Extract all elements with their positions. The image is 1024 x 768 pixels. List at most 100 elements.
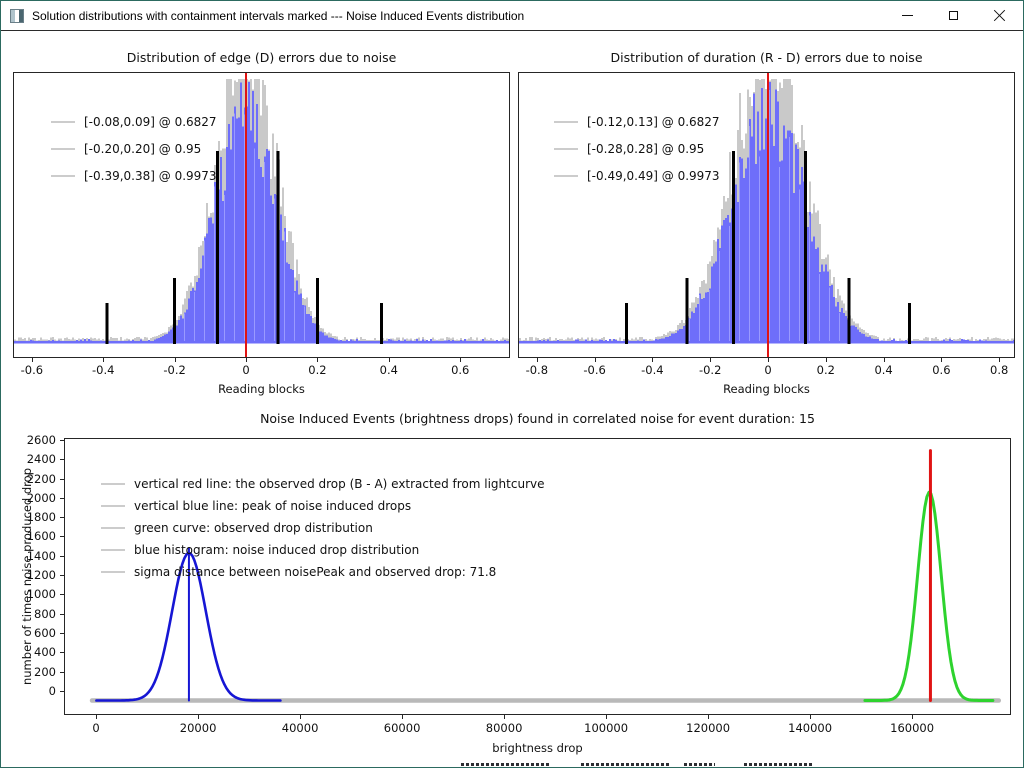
legend-line-swatch (101, 549, 125, 551)
legend-label: green curve: observed drop distribution (134, 521, 373, 535)
x-axis-label: Reading blocks (218, 382, 305, 396)
x-tick-mark (504, 715, 506, 719)
noise-induced-events-plot: Noise Induced Events (brightness drops) … (20, 411, 1011, 755)
x-tick-label: -0.2 (163, 363, 186, 377)
legend-line-swatch (101, 571, 125, 573)
x-tick-label: 0.4 (874, 363, 893, 377)
matplotlib-figure-icon (10, 8, 24, 23)
legend: [-0.12,0.13] @ 0.6827 [-0.28,0.28] @ 0.95… (554, 108, 720, 189)
curves-canvas (89, 449, 1002, 703)
histogram-canvas (519, 73, 1014, 357)
x-tick-label: 100000 (584, 721, 629, 735)
x-tick-mark (96, 715, 98, 719)
x-tick-label: -0.8 (525, 363, 549, 377)
x-tick-mark (883, 358, 885, 362)
x-tick-label: 0 (764, 363, 772, 377)
legend-line-swatch (101, 505, 125, 507)
y-tick-mark (60, 632, 64, 634)
x-tick-label: 0.2 (816, 363, 835, 377)
x-tick-label: 0.8 (990, 363, 1009, 377)
x-tick-mark (810, 715, 812, 719)
legend-item: [-0.12,0.13] @ 0.6827 (554, 108, 720, 135)
x-tick-label: 120000 (686, 721, 731, 735)
close-button[interactable] (976, 1, 1022, 30)
legend-item: vertical blue line: peak of noise induce… (101, 495, 544, 517)
x-tick-label: 40000 (281, 721, 319, 735)
edge-errors-plot: Distribution of edge (D) errors due to n… (13, 50, 510, 396)
legend-label: vertical blue line: peak of noise induce… (134, 499, 412, 513)
plot-axes[interactable] (518, 72, 1015, 358)
plot-axes[interactable] (13, 72, 510, 358)
x-tick-label: -0.4 (641, 363, 664, 377)
x-tick-label: 140000 (788, 721, 833, 735)
y-tick-label: 0 (48, 683, 56, 698)
legend-item: [-0.39,0.38] @ 0.9973 (51, 162, 217, 189)
x-tick-mark (388, 358, 390, 362)
x-tick-mark (300, 715, 302, 719)
legend-label: blue histogram: noise induced drop distr… (134, 543, 420, 557)
x-tick-label: 0.2 (308, 363, 327, 377)
plot-title: Distribution of duration (R - D) errors … (610, 50, 923, 65)
y-tick-mark (60, 652, 64, 654)
x-tick-label: -0.4 (92, 363, 115, 377)
y-tick-label: 400 (34, 645, 56, 660)
x-tick-mark (912, 715, 914, 719)
x-tick-mark (708, 715, 710, 719)
legend-item: [-0.28,0.28] @ 0.95 (554, 135, 720, 162)
legend-item: [-0.08,0.09] @ 0.6827 (51, 108, 217, 135)
y-tick-mark (60, 497, 64, 499)
x-tick-label: 0.6 (451, 363, 470, 377)
titlebar: Solution distributions with containment … (1, 1, 1023, 31)
legend-item: [-0.49,0.49] @ 0.9973 (554, 162, 720, 189)
x-tick-mark (941, 358, 943, 362)
x-tick-label: 20000 (179, 721, 217, 735)
legend-item: green curve: observed drop distribution (101, 517, 544, 539)
y-tick-label: 800 (34, 606, 56, 621)
y-tick-mark (60, 690, 64, 692)
x-tick-mark (536, 358, 538, 362)
legend-line-swatch (101, 527, 125, 529)
legend: vertical red line: the observed drop (B … (101, 473, 544, 583)
y-tick-label: 1000 (26, 587, 56, 602)
legend-item: vertical red line: the observed drop (B … (101, 473, 544, 495)
x-tick-label: 0.6 (932, 363, 951, 377)
x-tick-mark (768, 358, 769, 362)
x-tick-label: -0.2 (698, 363, 722, 377)
x-tick-label: 160000 (890, 721, 935, 735)
x-tick-label: -0.6 (20, 363, 44, 377)
x-tick-mark (710, 358, 712, 362)
x-tick-mark (103, 358, 105, 362)
x-tick-mark (174, 358, 176, 362)
y-tick-mark (60, 439, 64, 441)
legend-line-swatch (51, 174, 75, 177)
y-tick-mark (60, 613, 64, 615)
x-axis-label: brightness drop (492, 741, 583, 755)
x-tick-mark (246, 358, 248, 362)
legend-label: [-0.20,0.20] @ 0.95 (84, 141, 202, 156)
legend-label: [-0.12,0.13] @ 0.6827 (587, 114, 720, 129)
clipped-text-strip (461, 763, 821, 766)
window-title: Solution distributions with containment … (32, 8, 525, 23)
legend-item: blue histogram: noise induced drop distr… (101, 539, 544, 561)
x-tick-mark (402, 715, 404, 719)
plot-axes[interactable] (64, 438, 1011, 715)
maximize-icon (948, 11, 958, 20)
legend: [-0.08,0.09] @ 0.6827 [-0.20,0.20] @ 0.95… (51, 108, 217, 189)
y-tick-mark (60, 536, 64, 538)
maximize-button[interactable] (930, 1, 976, 30)
window-controls (884, 1, 1022, 30)
minimize-button[interactable] (884, 1, 930, 30)
x-tick-mark (594, 358, 596, 362)
y-tick-label: 1800 (26, 510, 56, 525)
y-tick-mark (60, 594, 64, 596)
x-tick-mark (825, 358, 827, 362)
duration-errors-plot: Distribution of duration (R - D) errors … (518, 50, 1015, 396)
y-tick-mark (60, 575, 64, 577)
y-tick-mark (60, 517, 64, 519)
y-tick-label: 600 (34, 625, 56, 640)
legend-label: vertical red line: the observed drop (B … (134, 477, 545, 491)
legend-label: [-0.28,0.28] @ 0.95 (587, 141, 705, 156)
legend-item: sigma distance between noisePeak and obs… (101, 561, 544, 583)
x-tick-mark (460, 358, 462, 362)
